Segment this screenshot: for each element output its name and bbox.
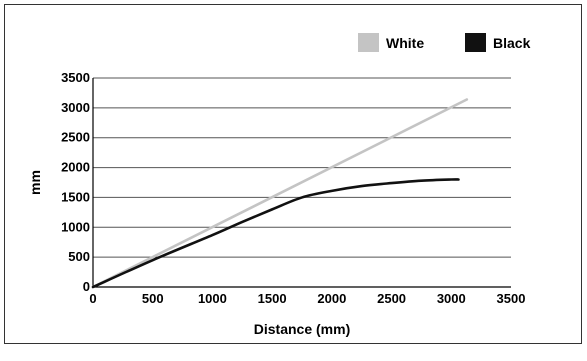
legend-label-black: Black [493,35,531,51]
x-tick-label: 2500 [377,291,406,306]
axes [92,78,511,288]
x-tick-label: 3500 [497,291,526,306]
gridlines [93,77,511,258]
y-tick-label: 3500 [61,70,90,85]
x-tick-label: 3000 [437,291,466,306]
y-tick-label: 3000 [61,100,90,115]
x-tick-label: 500 [142,291,164,306]
y-axis-title: mm [27,170,43,195]
series-lines [91,98,469,289]
legend-swatch-white [358,33,379,52]
legend: White Black [358,33,531,52]
y-tick-label: 2500 [61,130,90,145]
series-line-white [91,98,469,289]
y-tick-label: 1500 [61,189,90,204]
x-tick-label: 2000 [317,291,346,306]
x-tick-label: 1500 [258,291,287,306]
y-tick-label: 2000 [61,160,90,175]
y-tick-label: 500 [68,249,90,264]
series-line-black [91,178,460,289]
x-tick-label: 0 [89,291,96,306]
legend-label-white: White [386,35,424,51]
x-tick-label: 1000 [198,291,227,306]
y-tick-label: 0 [83,279,90,294]
x-axis-title: Distance (mm) [254,321,350,337]
tick-labels: 0 500 1000 1500 2000 2500 3000 3500 0 500 1000 1500… [61,70,525,306]
chart-frame [4,4,582,344]
y-tick-label: 1000 [61,219,90,234]
legend-swatch-black [465,33,486,52]
